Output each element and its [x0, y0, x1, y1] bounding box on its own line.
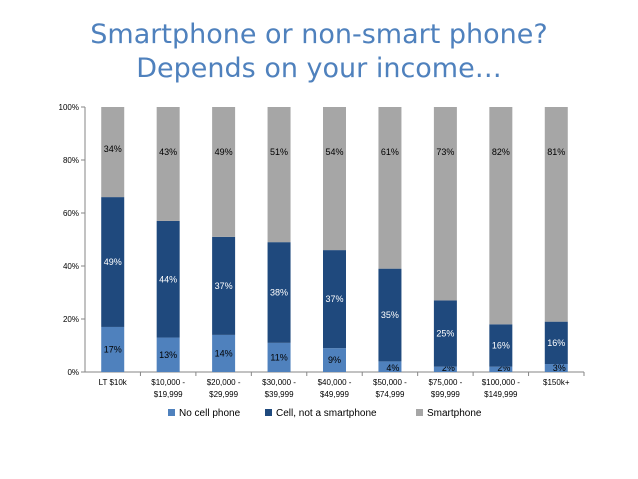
- data-label: 11%: [270, 352, 287, 362]
- data-label: 51%: [270, 147, 288, 157]
- data-label: 4%: [386, 363, 399, 373]
- data-label: 49%: [104, 257, 122, 267]
- legend-swatch: [416, 409, 423, 416]
- legend-swatch: [265, 409, 272, 416]
- bar-segment: [489, 366, 513, 372]
- x-tick-label-line: $10,000 -: [151, 378, 185, 387]
- bar-segment: [156, 337, 180, 372]
- bar-segment: [544, 107, 568, 322]
- data-label: 3%: [553, 363, 566, 373]
- x-tick-label-line: $74,999: [375, 390, 404, 399]
- x-tick-label-line: $19,999: [154, 390, 183, 399]
- data-label: 16%: [547, 338, 565, 348]
- data-label: 38%: [270, 288, 288, 298]
- bar-segment: [378, 361, 402, 372]
- legend-label: No cell phone: [179, 408, 241, 419]
- x-tick-label: LT $10k: [99, 378, 128, 387]
- x-tick-label: $150k+: [543, 378, 570, 387]
- data-label: 82%: [492, 147, 510, 157]
- x-tick-label: $75,000 - $99,999: [428, 378, 462, 399]
- bar-segment: [433, 107, 457, 301]
- bar-segment: [212, 334, 236, 372]
- data-label: 54%: [325, 147, 343, 157]
- bar-segment: [156, 107, 180, 221]
- x-tick-label-line: $150k+: [543, 378, 570, 387]
- x-tick-label-line: $75,000 -: [428, 378, 462, 387]
- data-label: 61%: [381, 147, 399, 157]
- y-tick-label: 0%: [67, 368, 79, 377]
- bar-segment: [101, 107, 125, 198]
- x-tick-label: $10,000 - $19,999: [151, 378, 185, 399]
- data-label: 17%: [104, 344, 122, 354]
- bar-segment: [267, 342, 291, 372]
- bar-segment: [544, 364, 568, 372]
- bar-segment: [378, 107, 402, 269]
- legend-swatch: [168, 409, 175, 416]
- chart-title-line-1: Smartphone or non-smart phone?: [90, 19, 548, 50]
- data-label: 35%: [381, 310, 399, 320]
- x-tick-label: $30,000 - $39,999: [262, 378, 296, 399]
- y-tick-label: 100%: [59, 103, 79, 112]
- x-tick-label-line: $99,999: [431, 390, 460, 399]
- bar-segment: [433, 366, 457, 372]
- data-label: 2%: [497, 363, 510, 373]
- bar-segment: [101, 326, 125, 372]
- y-tick-label: 20%: [63, 315, 79, 324]
- x-tick-label: $20,000 - $29,999: [207, 378, 241, 399]
- bar-segment: [156, 220, 180, 338]
- bar-segment: [489, 324, 513, 367]
- bar-segment: [323, 348, 346, 372]
- x-tick-label-line: $20,000 -: [207, 378, 241, 387]
- data-label: 73%: [436, 147, 454, 157]
- x-tick-label: $100,000 - $149,999: [482, 378, 521, 399]
- x-tick-label-line: $149,999: [484, 390, 518, 399]
- x-tick-label-line: $30,000 -: [262, 378, 296, 387]
- data-label: 14%: [215, 348, 233, 358]
- bar-segment: [212, 236, 236, 335]
- bar-segment: [323, 250, 346, 349]
- bar-segment: [323, 107, 346, 251]
- bar-segment: [544, 321, 568, 365]
- data-label: 13%: [159, 350, 177, 360]
- legend-label: Smartphone: [427, 408, 482, 419]
- x-tick-label-line: $29,999: [209, 390, 238, 399]
- x-tick-label-line: $50,000 -: [373, 378, 407, 387]
- bar-segment: [433, 300, 457, 367]
- chart-title: Smartphone or non-smart phone? Depends o…: [0, 18, 638, 86]
- chart-title-line-2: Depends on your income…: [136, 53, 502, 84]
- data-label: 34%: [104, 144, 122, 154]
- x-tick-label-line: $49,999: [320, 390, 349, 399]
- legend-label: Cell, not a smartphone: [276, 408, 377, 419]
- data-label: 37%: [215, 281, 233, 291]
- bar-segment: [378, 268, 402, 362]
- y-tick-label: 80%: [63, 156, 79, 165]
- data-label: 2%: [442, 363, 455, 373]
- x-tick-label-line: $40,000 -: [318, 378, 352, 387]
- data-label: 81%: [547, 147, 565, 157]
- data-label: 44%: [159, 274, 177, 284]
- data-label: 43%: [159, 147, 177, 157]
- x-tick-label: $50,000 - $74,999: [373, 378, 407, 399]
- data-label: 49%: [215, 147, 233, 157]
- data-label: 25%: [436, 329, 454, 339]
- bar-segment: [101, 197, 125, 327]
- y-tick-label: 40%: [63, 262, 79, 271]
- x-tick-label-line: $100,000 -: [482, 378, 521, 387]
- bar-segment: [212, 107, 236, 237]
- x-tick-label-line: LT $10k: [99, 378, 128, 387]
- bar-segment: [489, 107, 513, 325]
- data-label: 37%: [325, 294, 343, 304]
- x-tick-label-line: $39,999: [265, 390, 294, 399]
- bar-segment: [267, 107, 291, 243]
- x-tick-label: $40,000 - $49,999: [318, 378, 352, 399]
- bar-segment: [267, 242, 291, 343]
- data-label: 16%: [492, 341, 510, 351]
- y-tick-label: 60%: [63, 209, 79, 218]
- data-label: 9%: [328, 355, 341, 365]
